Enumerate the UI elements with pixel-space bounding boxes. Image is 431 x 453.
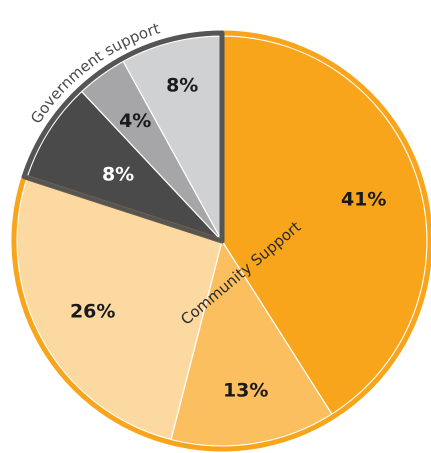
pie-slice-3 bbox=[16, 176, 223, 441]
slice-label-5: 4% bbox=[119, 110, 151, 132]
slice-labels: 41% 13% 26% 8% 4% 8% bbox=[70, 75, 386, 402]
group-outline-community bbox=[11, 30, 431, 452]
slice-label-1: 41% bbox=[341, 188, 386, 210]
group-edge-government-1 bbox=[23, 174, 223, 243]
slice-label-2: 13% bbox=[223, 379, 268, 401]
group-outline-government bbox=[21, 30, 225, 244]
pie-slice-2 bbox=[170, 239, 333, 447]
group-outlines bbox=[11, 30, 431, 452]
slice-label-6: 8% bbox=[166, 75, 198, 97]
pie-slices bbox=[16, 35, 428, 447]
slice-label-4: 8% bbox=[102, 164, 134, 186]
pie-slice-1 bbox=[221, 35, 428, 415]
slice-label-3: 26% bbox=[70, 301, 115, 323]
